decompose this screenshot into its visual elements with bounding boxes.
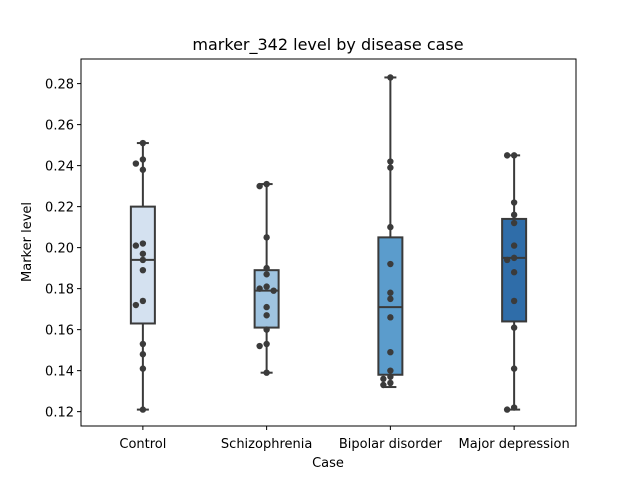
x-tick-label: Control — [119, 437, 166, 452]
data-point — [510, 219, 518, 227]
data-point — [263, 234, 270, 241]
chart-title: marker_342 level by disease case — [192, 35, 463, 55]
data-point — [387, 260, 394, 268]
data-point — [387, 223, 394, 231]
data-point — [263, 312, 270, 319]
data-point — [510, 211, 518, 219]
data-point — [139, 139, 147, 147]
data-point — [387, 379, 394, 387]
box-schizophrenia — [253, 269, 280, 329]
data-point — [387, 164, 394, 171]
data-point — [263, 369, 270, 376]
data-point — [503, 152, 511, 159]
data-point — [510, 404, 518, 411]
data-point — [139, 256, 147, 264]
plot-frame — [80, 58, 577, 427]
data-point — [270, 287, 277, 294]
y-tick-label: 0.18 — [45, 283, 74, 298]
data-point — [139, 250, 147, 257]
y-tick-label: 0.12 — [45, 406, 74, 421]
data-point — [263, 283, 270, 290]
data-point — [263, 326, 270, 333]
data-point — [510, 297, 518, 305]
data-point — [139, 166, 147, 173]
data-point — [263, 271, 270, 278]
data-point — [510, 242, 518, 249]
y-tick-label: 0.24 — [45, 160, 74, 175]
data-point — [387, 367, 394, 374]
data-point — [139, 406, 147, 413]
data-point — [503, 406, 511, 413]
y-tick-label: 0.28 — [45, 78, 74, 93]
x-tick-label: Schizophrenia — [221, 437, 312, 452]
data-point — [139, 297, 147, 305]
data-point — [387, 289, 394, 296]
y-tick-label: 0.14 — [45, 365, 74, 380]
data-point — [503, 256, 511, 264]
x-tick-label: Major depression — [459, 437, 570, 452]
data-point — [263, 180, 270, 188]
data-point — [139, 240, 147, 247]
data-point — [387, 348, 394, 356]
y-tick-label: 0.26 — [45, 119, 74, 134]
data-point — [263, 303, 270, 311]
data-point — [139, 365, 147, 372]
data-point — [510, 365, 518, 372]
data-point — [387, 74, 394, 81]
data-point — [132, 160, 140, 167]
data-point — [139, 266, 147, 274]
data-point — [387, 295, 394, 303]
data-point — [387, 314, 394, 321]
data-point — [263, 264, 270, 272]
x-tick-label: Bipolar disorder — [339, 437, 443, 452]
y-tick-label: 0.16 — [45, 324, 74, 339]
y-axis-label: Marker level — [20, 202, 35, 282]
x-axis-label: Case — [312, 456, 344, 471]
data-point — [510, 152, 518, 159]
data-point — [510, 199, 518, 206]
data-point — [132, 301, 140, 309]
data-point — [139, 351, 147, 358]
y-tick-label: 0.20 — [45, 242, 74, 257]
data-point — [510, 269, 518, 276]
data-point — [510, 324, 518, 331]
data-point — [380, 375, 387, 383]
data-point — [256, 285, 263, 292]
data-point — [139, 340, 147, 348]
data-point — [256, 342, 263, 350]
y-tick-label: 0.22 — [45, 201, 74, 216]
data-point — [380, 381, 387, 389]
data-point — [139, 156, 147, 163]
data-point — [256, 182, 263, 190]
data-point — [510, 254, 518, 262]
data-point — [387, 158, 394, 165]
data-point — [263, 340, 270, 348]
plot-area: 0.12 0.14 0.16 0.18 0.20 0.22 0.24 0.26 0.28 Cont… — [45, 74, 570, 452]
data-point — [132, 242, 140, 249]
data-point — [387, 373, 394, 380]
